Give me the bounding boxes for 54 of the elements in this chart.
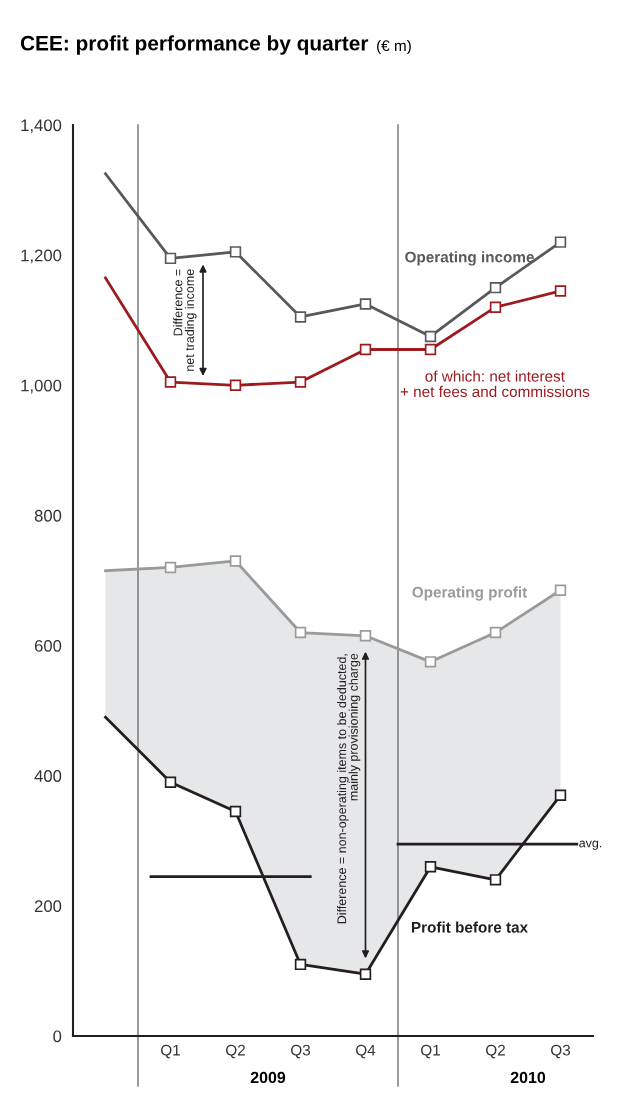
x-tick-label: Q3 [291, 1044, 311, 1059]
x-tick-label: Q2 [226, 1044, 245, 1059]
point [489, 626, 502, 639]
chart-title: CEE: profit performance by quarter [20, 35, 369, 55]
point [424, 656, 437, 668]
point [554, 584, 567, 596]
y-tick-label: 600 [34, 639, 62, 652]
annotation: Difference = net trading income [173, 269, 197, 371]
y-tick-label: 400 [34, 770, 62, 782]
y-tick-label: 800 [34, 509, 62, 522]
point [424, 861, 437, 873]
series-label: Operating income [405, 251, 534, 266]
point [554, 236, 567, 248]
point [294, 311, 307, 323]
point [164, 376, 177, 388]
point [359, 630, 372, 642]
point [164, 252, 177, 265]
chart-subtitle: (€ m) [377, 39, 411, 55]
point [359, 968, 372, 980]
point [164, 561, 177, 574]
x-tick-label: Q1 [421, 1044, 440, 1059]
point [359, 343, 372, 356]
point [294, 376, 307, 388]
point [229, 555, 242, 567]
point [424, 330, 437, 343]
point [489, 281, 502, 294]
point [489, 301, 502, 313]
point [424, 343, 437, 356]
y-tick-label: 1,200 [21, 249, 62, 264]
ref-line-label: avg. [579, 840, 602, 850]
point [294, 958, 307, 971]
x-tick-label: Q2 [486, 1044, 505, 1059]
y-tick-label: 0 [53, 1030, 62, 1043]
y-tick-label: 200 [34, 900, 62, 913]
series-label: Operating profit [412, 586, 528, 601]
y-tick-label: 1,000 [21, 379, 62, 394]
annotation: Difference = non-operating items to be deducted, mainly provisioning charge [337, 653, 361, 924]
x-tick-label: Q3 [551, 1044, 571, 1059]
point [294, 626, 307, 639]
text: 2010 [510, 1071, 546, 1084]
point [229, 246, 242, 258]
series-label: Profit before tax [411, 921, 528, 933]
x-tick-label: Q1 [161, 1044, 180, 1059]
series-label: of which: net interest + net fees and commissions [400, 370, 590, 398]
point [359, 298, 372, 310]
x-tick-label: Q4 [356, 1044, 376, 1059]
point [554, 285, 567, 297]
point [229, 805, 242, 818]
point [229, 379, 242, 391]
text: 2009 [250, 1071, 286, 1084]
point [489, 874, 502, 886]
y-tick-label: 1,400 [21, 119, 62, 134]
point [164, 776, 177, 788]
point [554, 789, 567, 801]
